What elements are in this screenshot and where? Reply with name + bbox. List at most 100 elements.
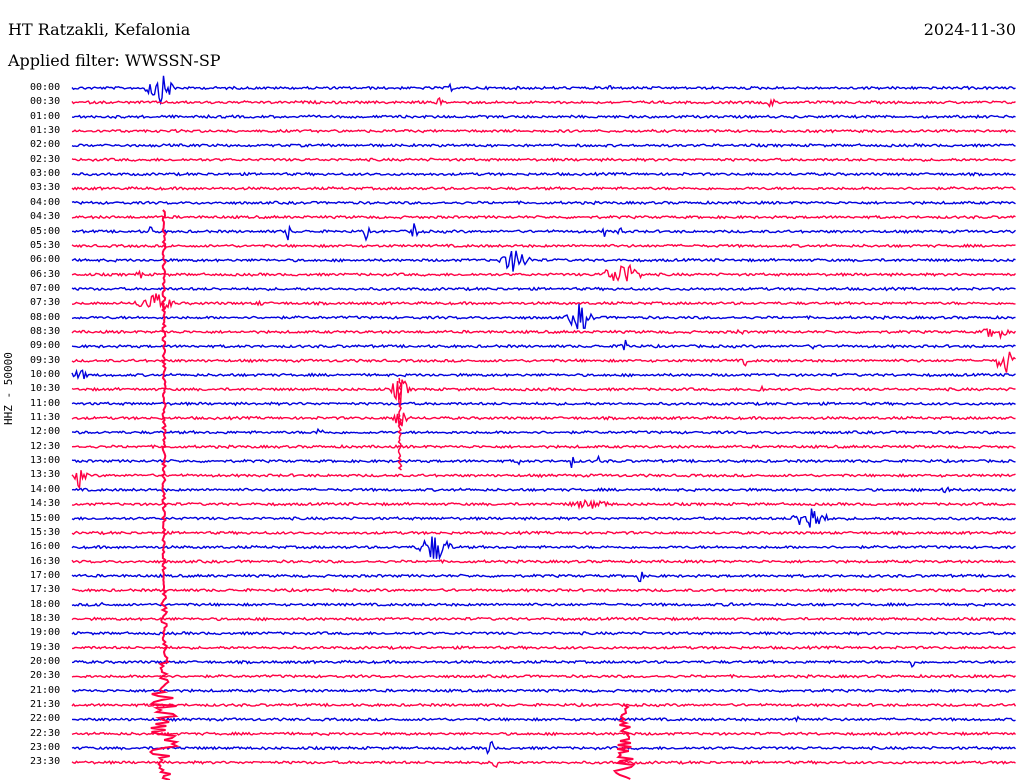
time-label: 16:00: [30, 541, 61, 553]
trace-line: [71, 486, 1017, 494]
time-label: 04:00: [30, 196, 61, 208]
earthquake-spike: [148, 209, 181, 780]
time-label: 08:30: [30, 325, 61, 337]
trace-line: [72, 645, 1016, 651]
time-label: 07:00: [30, 282, 61, 294]
trace-line: [71, 731, 1016, 737]
trace-line: [71, 128, 1016, 134]
trace-line: [71, 96, 1016, 108]
time-label: 14:30: [30, 498, 61, 510]
time-label: 22:00: [30, 713, 61, 725]
trace-line: [71, 702, 1017, 708]
time-label: 23:00: [30, 742, 61, 754]
trace-line: [71, 171, 1016, 177]
trace-line: [71, 759, 1016, 768]
trace-line: [71, 427, 1016, 435]
earthquake-spike: [612, 704, 636, 780]
trace-line: [71, 351, 1016, 373]
station-title: HT Ratzakli, Kefalonia: [8, 20, 191, 39]
trace-line: [71, 412, 1016, 428]
earthquake-spike: [397, 377, 403, 471]
trace-line: [71, 688, 1016, 694]
time-label: 11:30: [30, 412, 61, 424]
trace-line: [71, 263, 1017, 282]
time-label: 16:30: [30, 555, 61, 567]
trace-line: [71, 214, 1016, 220]
time-label: 08:00: [30, 311, 61, 323]
time-label: 12:00: [30, 426, 61, 438]
trace-line: [71, 587, 1016, 593]
time-label: 09:00: [30, 340, 61, 352]
trace-line: [71, 454, 1016, 469]
time-label: 21:00: [30, 684, 61, 696]
time-label: 21:30: [30, 699, 61, 711]
time-label: 13:30: [30, 469, 61, 481]
trace-line: [71, 508, 1017, 528]
time-label: 04:30: [30, 211, 61, 223]
trace-line: [71, 200, 1016, 206]
time-label: 19:30: [30, 641, 61, 653]
trace-line: [72, 293, 1016, 312]
trace-line: [71, 401, 1016, 407]
trace-line: [71, 250, 1016, 272]
time-label: 10:00: [30, 369, 61, 380]
trace-line: [71, 498, 1016, 510]
filter-label: Applied filter: WWSSN-SP: [8, 51, 221, 70]
time-label: 10:30: [30, 383, 61, 395]
time-label: 23:30: [30, 756, 61, 768]
time-label: 02:00: [30, 139, 61, 151]
time-label: 14:00: [30, 483, 61, 495]
time-label: 22:30: [30, 727, 61, 739]
time-label: 17:30: [30, 584, 61, 596]
trace-line: [71, 243, 1016, 249]
time-label: 03:30: [30, 182, 61, 194]
time-label: 00:30: [30, 96, 61, 108]
time-label: 15:30: [30, 526, 61, 538]
trace-line: [71, 616, 1016, 622]
time-label: 20:30: [30, 670, 61, 682]
trace-line: [71, 630, 1016, 636]
time-label: 15:00: [30, 512, 61, 524]
trace-line: [71, 185, 1016, 191]
trace-line: [71, 558, 1016, 565]
time-label: 17:00: [30, 569, 61, 581]
time-label: 07:30: [30, 297, 61, 309]
trace-line: [71, 328, 1017, 341]
trace-line: [71, 536, 1016, 561]
time-label: 12:30: [30, 440, 61, 452]
trace-line: [71, 113, 1016, 120]
trace-line: [71, 444, 1016, 450]
trace-line: [71, 470, 1016, 490]
date-label: 2024-11-30: [923, 20, 1016, 39]
time-label: 05:00: [30, 225, 61, 237]
time-label: 18:00: [30, 598, 61, 610]
trace-line: [71, 142, 1016, 148]
trace-line: [71, 530, 1017, 536]
trace-line: [71, 715, 1016, 723]
time-label: 03:00: [30, 168, 61, 180]
time-label-column: 00:00 00:30 01:00 01:30 02:00 02:30 03:00 03:30…: [0, 0, 64, 780]
time-label: 11:00: [30, 397, 61, 409]
time-label: 18:30: [30, 612, 61, 624]
trace-line: [71, 601, 1016, 608]
trace-line: [71, 157, 1016, 163]
time-label: 13:00: [30, 455, 61, 467]
trace-line: [71, 75, 1016, 106]
trace-line: [71, 286, 1016, 292]
trace-line: [71, 339, 1016, 351]
trace-line: [71, 659, 1016, 668]
trace-line: [71, 303, 1016, 330]
trace-line: [71, 571, 1016, 583]
time-label: 06:30: [30, 268, 61, 280]
time-label: 01:30: [30, 125, 61, 137]
time-label: 02:30: [30, 153, 61, 165]
time-label: 00:00: [30, 82, 61, 93]
time-label: 09:30: [30, 354, 61, 366]
trace-line: [71, 223, 1016, 242]
time-label: 01:00: [30, 110, 61, 122]
time-label: 20:00: [30, 656, 61, 667]
time-label: 19:00: [30, 627, 61, 639]
trace-line: [71, 368, 1016, 381]
trace-line: [71, 379, 1016, 407]
